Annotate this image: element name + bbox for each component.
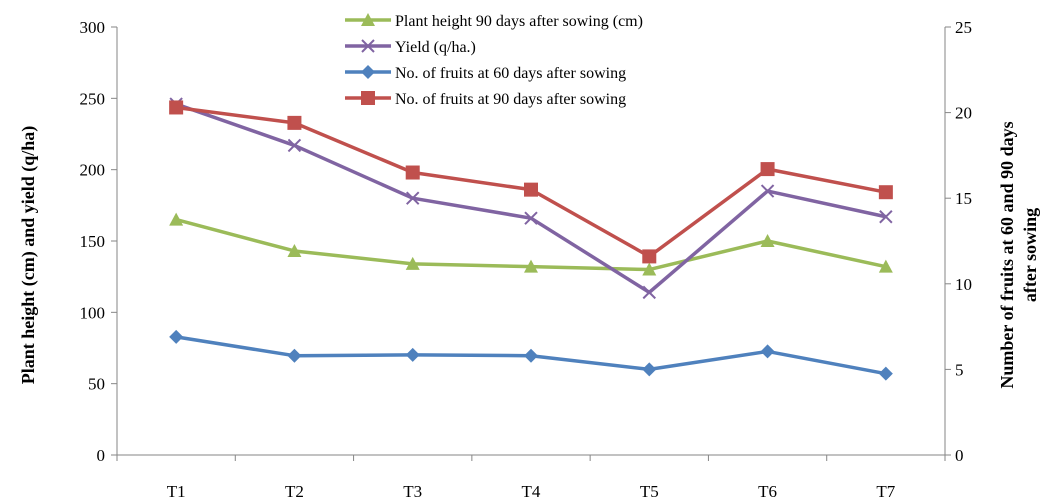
legend-entry: No. of fruits at 90 days after sowing	[345, 91, 626, 108]
legend-entry: Yield (q/ha.)	[345, 39, 476, 56]
x-tick-label: T2	[285, 482, 304, 501]
legend-entry: Plant height 90 days after sowing (cm)	[345, 13, 643, 30]
legend-swatch-marker	[361, 91, 375, 105]
x-tick-label: T3	[403, 482, 422, 501]
y-tick-label: 150	[80, 232, 106, 251]
data-point	[642, 249, 657, 264]
legend-swatch-marker	[361, 39, 375, 53]
legend-label: No. of fruits at 60 days after sowing	[395, 65, 626, 82]
series-diamond	[169, 329, 893, 381]
data-point	[524, 259, 538, 273]
y-tick-label: 200	[80, 161, 106, 180]
y2-tick-label: 25	[955, 18, 972, 37]
data-point	[878, 366, 893, 381]
data-point	[760, 184, 775, 198]
data-point	[879, 210, 893, 224]
legend-label: No. of fruits at 90 days after sowing	[395, 91, 626, 108]
y2-tick-label: 5	[955, 360, 964, 379]
data-point	[287, 138, 302, 153]
data-point	[760, 162, 775, 177]
series-triangle	[169, 212, 893, 276]
legend-swatch-marker	[361, 65, 375, 79]
y-tick-label: 300	[80, 18, 106, 37]
data-point	[287, 115, 302, 130]
y2-axis-title-line1: Number of fruits at 60 and 90 days	[997, 121, 1017, 388]
y2-axis-title-line2: after sowing	[1020, 208, 1040, 302]
series-square	[169, 100, 893, 264]
data-point	[642, 262, 657, 276]
data-point	[524, 348, 538, 363]
legend-label: Yield (q/ha.)	[395, 39, 476, 56]
series-layer	[169, 97, 893, 381]
y-axis-title: Plant height (cm) and yield (q/ha)	[18, 126, 39, 385]
x-tick-label: T4	[522, 482, 541, 501]
axes: 0 50 100 150 200 250 300 0 5 10 15 20 25 T1 T2 T3 T4 T5 T6…	[80, 18, 973, 501]
data-point	[287, 243, 302, 257]
data-point	[406, 191, 420, 205]
series-x	[169, 97, 893, 300]
series-line	[175, 105, 887, 259]
data-point	[760, 344, 775, 359]
data-point	[642, 362, 657, 377]
y2-tick-label: 0	[955, 446, 964, 465]
x-tick-label: T5	[640, 482, 659, 501]
data-point	[169, 212, 184, 226]
y2-tick-label: 20	[955, 104, 972, 123]
data-point	[169, 329, 184, 344]
data-point	[524, 182, 538, 197]
y-tick-label: 100	[80, 303, 106, 322]
data-point	[760, 234, 775, 247]
legend-label: Plant height 90 days after sowing (cm)	[395, 13, 643, 30]
y-tick-label: 0	[97, 446, 106, 465]
data-point	[405, 256, 420, 270]
x-tick-label: T6	[758, 482, 777, 501]
x-tick-label: T1	[167, 482, 186, 501]
data-point	[169, 100, 184, 115]
data-point	[642, 285, 656, 300]
y-tick-label: 250	[80, 89, 106, 108]
data-point	[287, 348, 302, 363]
data-point	[405, 347, 420, 362]
data-point	[878, 259, 893, 273]
x-tick-label: T7	[876, 482, 895, 501]
legend: Plant height 90 days after sowing (cm) Yi…	[345, 13, 643, 108]
legend-entry: No. of fruits at 60 days after sowing	[345, 65, 626, 82]
y2-tick-label: 15	[955, 189, 972, 208]
data-point	[524, 211, 538, 225]
data-point	[878, 185, 893, 200]
y2-tick-label: 10	[955, 275, 972, 294]
legend-swatch-marker	[361, 13, 375, 26]
y-tick-label: 50	[88, 375, 105, 394]
data-point	[405, 165, 420, 180]
